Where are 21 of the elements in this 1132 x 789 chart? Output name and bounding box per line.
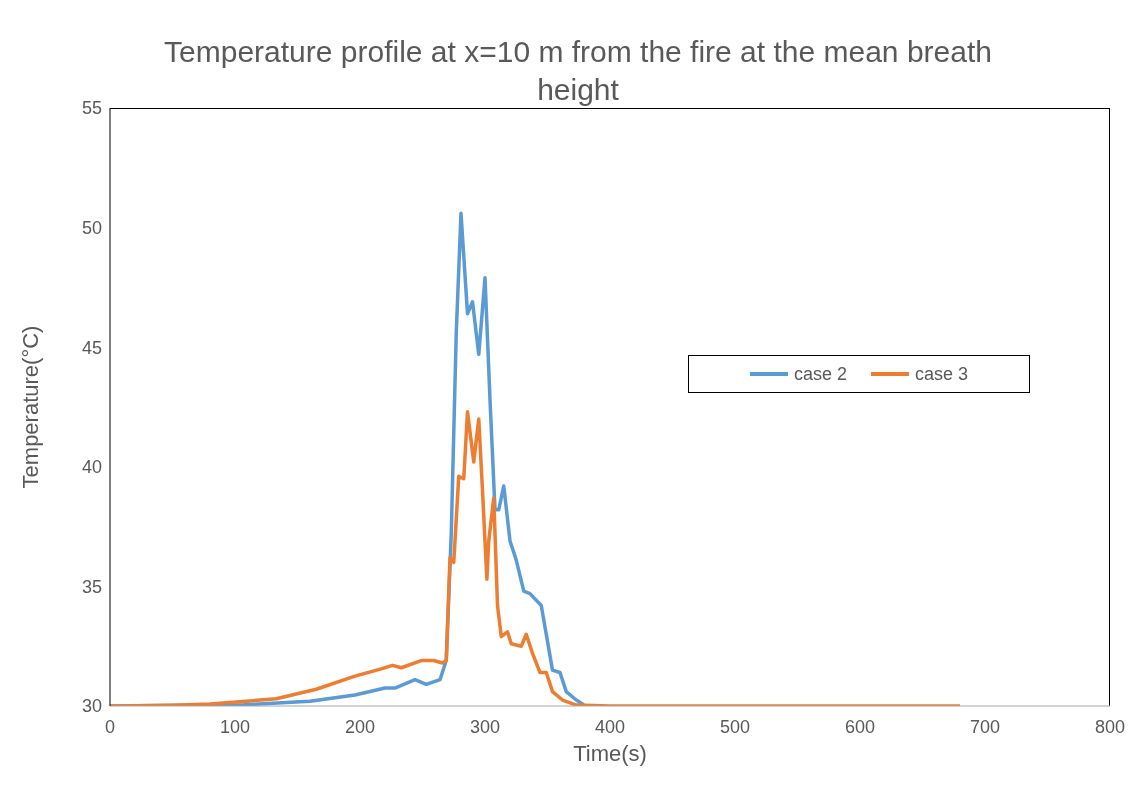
y-tick-label: 40 bbox=[81, 457, 102, 478]
x-tick-label: 600 bbox=[844, 716, 876, 737]
y-tick-label: 50 bbox=[81, 217, 102, 238]
y-tick-label: 45 bbox=[81, 337, 102, 358]
x-tick-label: 100 bbox=[219, 716, 251, 737]
y-tick-label: 35 bbox=[81, 576, 102, 597]
y-axis-title: Temperature(°C) bbox=[17, 325, 43, 489]
y-tick-label: 30 bbox=[81, 696, 102, 717]
x-tick-label: 800 bbox=[1094, 716, 1126, 737]
x-tick-label: 500 bbox=[719, 716, 751, 737]
x-tick-label: 400 bbox=[594, 716, 626, 737]
legend-label: case 3 bbox=[915, 363, 969, 385]
x-axis-title: Time(s) bbox=[573, 741, 647, 766]
x-tick-label: 0 bbox=[104, 716, 116, 737]
legend-label: case 2 bbox=[793, 363, 847, 385]
x-tick-label: 200 bbox=[344, 716, 376, 737]
x-tick-label: 700 bbox=[969, 716, 1001, 737]
chart-title: Temperature profile at x=10 m from the fire at the mean breath height bbox=[163, 34, 993, 108]
x-tick-label: 300 bbox=[469, 716, 501, 737]
y-tick-label: 55 bbox=[81, 98, 102, 119]
line-series bbox=[110, 410, 962, 706]
